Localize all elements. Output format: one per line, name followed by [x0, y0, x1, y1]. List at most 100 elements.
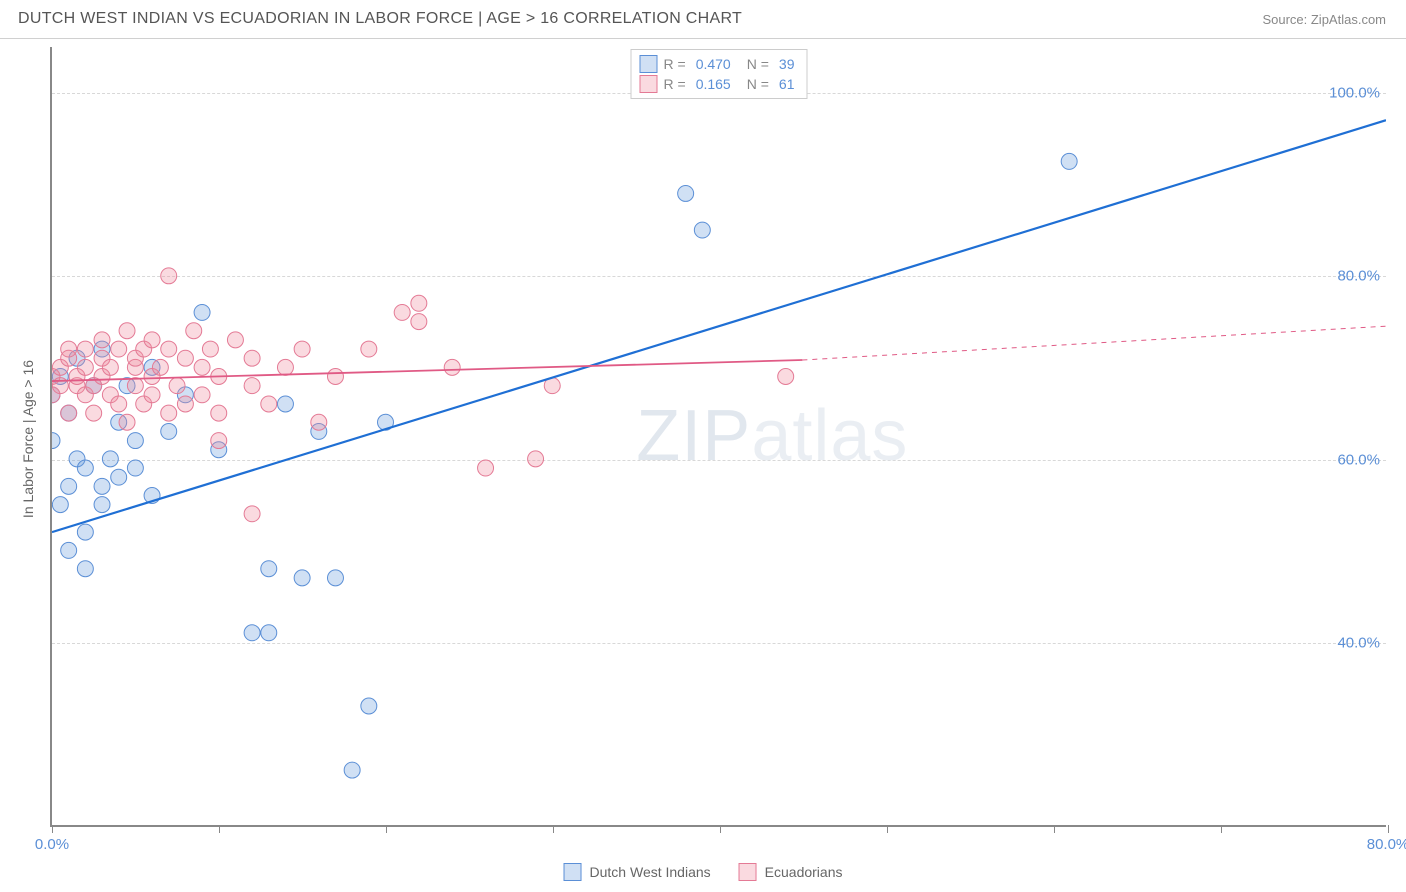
pink-point [77, 341, 93, 357]
pink-point [244, 378, 260, 394]
series-legend: Dutch West Indians Ecuadorians [564, 863, 843, 881]
legend-blue-n: 39 [775, 56, 799, 72]
pink-point [127, 378, 143, 394]
blue-point [244, 625, 260, 641]
pink-point [77, 359, 93, 375]
pink-point [444, 359, 460, 375]
legend-pink-n: 61 [775, 76, 799, 92]
pink-point [244, 350, 260, 366]
pink-point [94, 332, 110, 348]
blue-point [52, 433, 60, 449]
pink-point [61, 405, 77, 421]
plot-region: ZIPatlas R = 0.470 N = 39 R = 0.165 N = … [50, 47, 1386, 827]
chart-header: DUTCH WEST INDIAN VS ECUADORIAN IN LABOR… [0, 0, 1406, 39]
blue-point [127, 433, 143, 449]
blue-point [61, 542, 77, 558]
trend-line [802, 326, 1386, 360]
legend-r-label: R = [664, 56, 686, 72]
blue-point [327, 570, 343, 586]
pink-point [144, 387, 160, 403]
chart-source: Source: ZipAtlas.com [1262, 12, 1386, 27]
x-tick-mark [887, 825, 888, 833]
x-tick-mark [386, 825, 387, 833]
pink-point [119, 414, 135, 430]
x-tick-mark [720, 825, 721, 833]
legend-blue-r: 0.470 [692, 56, 735, 72]
pink-point [411, 295, 427, 311]
blue-point [127, 460, 143, 476]
legend-r-label: R = [664, 76, 686, 92]
blue-point [61, 478, 77, 494]
blue-point [277, 396, 293, 412]
legend-item-pink: Ecuadorians [739, 863, 843, 881]
pink-point [211, 405, 227, 421]
pink-point [161, 341, 177, 357]
pink-point [311, 414, 327, 430]
pink-point [177, 396, 193, 412]
pink-point [111, 341, 127, 357]
pink-point [778, 369, 794, 385]
x-tick-mark [1388, 825, 1389, 833]
x-tick-mark [553, 825, 554, 833]
blue-point [77, 524, 93, 540]
pink-point [161, 405, 177, 421]
blue-point [1061, 153, 1077, 169]
legend-n-label: N = [747, 56, 769, 72]
chart-area: In Labor Force | Age > 16 ZIPatlas R = 0… [0, 39, 1406, 887]
legend-row-blue: R = 0.470 N = 39 [640, 54, 799, 74]
legend-pink-r: 0.165 [692, 76, 735, 92]
pink-point [152, 359, 168, 375]
blue-point [344, 762, 360, 778]
legend-row-pink: R = 0.165 N = 61 [640, 74, 799, 94]
blue-point [194, 304, 210, 320]
blue-point [94, 497, 110, 513]
pink-point [327, 369, 343, 385]
pink-point [227, 332, 243, 348]
trend-line [52, 120, 1386, 532]
legend-n-label: N = [747, 76, 769, 92]
swatch-blue [564, 863, 582, 881]
swatch-pink [640, 75, 658, 93]
pink-point [144, 332, 160, 348]
blue-point [77, 561, 93, 577]
pink-point [394, 304, 410, 320]
pink-point [244, 506, 260, 522]
pink-point [194, 387, 210, 403]
pink-point [202, 341, 218, 357]
legend-pink-label: Ecuadorians [765, 864, 843, 880]
blue-point [361, 698, 377, 714]
x-tick-label: 80.0% [1367, 836, 1406, 853]
x-tick-mark [52, 825, 53, 833]
blue-point [161, 423, 177, 439]
chart-title: DUTCH WEST INDIAN VS ECUADORIAN IN LABOR… [18, 10, 742, 28]
y-axis-title: In Labor Force | Age > 16 [20, 360, 36, 518]
pink-point [211, 433, 227, 449]
x-tick-mark [1054, 825, 1055, 833]
blue-point [678, 185, 694, 201]
plot-svg [52, 47, 1386, 825]
pink-point [102, 359, 118, 375]
blue-point [52, 497, 68, 513]
legend-blue-label: Dutch West Indians [590, 864, 711, 880]
blue-point [694, 222, 710, 238]
swatch-pink [739, 863, 757, 881]
pink-point [119, 323, 135, 339]
blue-point [94, 478, 110, 494]
x-tick-mark [1221, 825, 1222, 833]
pink-point [86, 405, 102, 421]
legend-item-blue: Dutch West Indians [564, 863, 711, 881]
pink-point [169, 378, 185, 394]
pink-point [411, 314, 427, 330]
blue-point [111, 469, 127, 485]
x-tick-mark [219, 825, 220, 833]
pink-point [277, 359, 293, 375]
pink-point [177, 350, 193, 366]
pink-point [361, 341, 377, 357]
blue-point [294, 570, 310, 586]
blue-point [261, 625, 277, 641]
pink-point [194, 359, 210, 375]
blue-point [261, 561, 277, 577]
blue-point [77, 460, 93, 476]
swatch-blue [640, 55, 658, 73]
correlation-legend: R = 0.470 N = 39 R = 0.165 N = 61 [631, 49, 808, 99]
